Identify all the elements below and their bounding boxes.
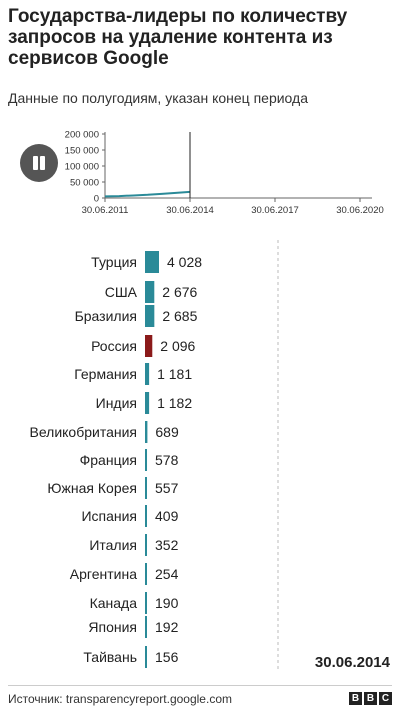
- bar: [145, 505, 147, 527]
- pause-button[interactable]: [20, 144, 58, 182]
- category-label: Германия: [74, 366, 137, 382]
- timeline-series-line: [104, 190, 191, 198]
- bar: [145, 616, 147, 638]
- category-label: Аргентина: [70, 566, 137, 582]
- bar-chart: Турция 4 028 США 2 676 Бразилия 2 685 Россия 2 …: [29, 240, 279, 672]
- x-tick-label: 30.06.2020: [336, 205, 384, 216]
- category-label: Канада: [90, 595, 138, 611]
- category-label: Индия: [96, 395, 137, 411]
- bar: [145, 534, 147, 556]
- source-text: Источник: transparencyreport.google.com: [8, 692, 232, 706]
- value-label: 2 096: [160, 338, 195, 354]
- bbc-logo-letter: B: [364, 692, 377, 705]
- value-label: 2 676: [162, 284, 197, 300]
- value-label: 1 181: [157, 366, 192, 382]
- category-label: Тайвань: [83, 649, 137, 665]
- x-tick-label: 30.06.2011: [82, 205, 129, 216]
- x-tick-label: 30.06.2017: [251, 205, 299, 216]
- value-label: 557: [155, 480, 179, 496]
- bar: [145, 251, 159, 273]
- current-date-label: 30.06.2014: [314, 654, 390, 671]
- chart-subtitle: Данные по полугодиям, указан конец перио…: [8, 90, 308, 106]
- y-tick-label: 50 000: [70, 178, 99, 189]
- bar: [145, 563, 147, 585]
- category-label: Франция: [80, 452, 137, 468]
- y-tick-label: 100 000: [65, 162, 99, 173]
- category-label: Испания: [81, 508, 137, 524]
- value-label: 254: [155, 566, 179, 582]
- category-label: Турция: [91, 254, 137, 270]
- bar: [145, 392, 150, 414]
- value-label: 192: [155, 619, 179, 635]
- timeline-chart: 200 000 150 000 100 000 50 000 030.06.2011 30…: [65, 130, 384, 217]
- pause-icon: [33, 156, 38, 170]
- chart-title: Государства-лидеры по количеству запросо…: [8, 6, 348, 69]
- bar: [145, 592, 147, 614]
- value-label: 4 028: [167, 254, 202, 270]
- category-label: Италия: [89, 537, 137, 553]
- y-tick-label: 0: [94, 194, 99, 205]
- y-tick-label: 150 000: [65, 146, 99, 157]
- category-label: Южная Корея: [47, 480, 137, 496]
- bar: [145, 646, 147, 668]
- category-label: Япония: [88, 619, 137, 635]
- bbc-logo: B B C: [349, 692, 392, 705]
- value-label: 689: [155, 424, 179, 440]
- value-label: 2 685: [162, 308, 197, 324]
- bar: [145, 363, 150, 385]
- bbc-logo-letter: B: [349, 692, 362, 705]
- category-label: Бразилия: [75, 308, 137, 324]
- bbc-logo-letter: C: [379, 692, 392, 705]
- bar: [145, 421, 148, 443]
- footer-divider: [8, 685, 392, 686]
- y-tick-label: 200 000: [65, 130, 99, 141]
- value-label: 409: [155, 508, 179, 524]
- category-label: Россия: [91, 338, 137, 354]
- bar: [145, 477, 147, 499]
- bar: [145, 281, 155, 303]
- category-label: Великобритания: [29, 424, 137, 440]
- value-label: 190: [155, 595, 179, 611]
- bar: [145, 335, 153, 357]
- bar: [145, 449, 148, 471]
- value-label: 578: [155, 452, 179, 468]
- category-label: США: [105, 284, 138, 300]
- bar: [145, 305, 155, 327]
- x-tick-label: 30.06.2014: [166, 205, 214, 216]
- value-label: 1 182: [157, 395, 192, 411]
- value-label: 352: [155, 537, 179, 553]
- pause-icon-bar: [40, 156, 45, 170]
- value-label: 156: [155, 649, 179, 665]
